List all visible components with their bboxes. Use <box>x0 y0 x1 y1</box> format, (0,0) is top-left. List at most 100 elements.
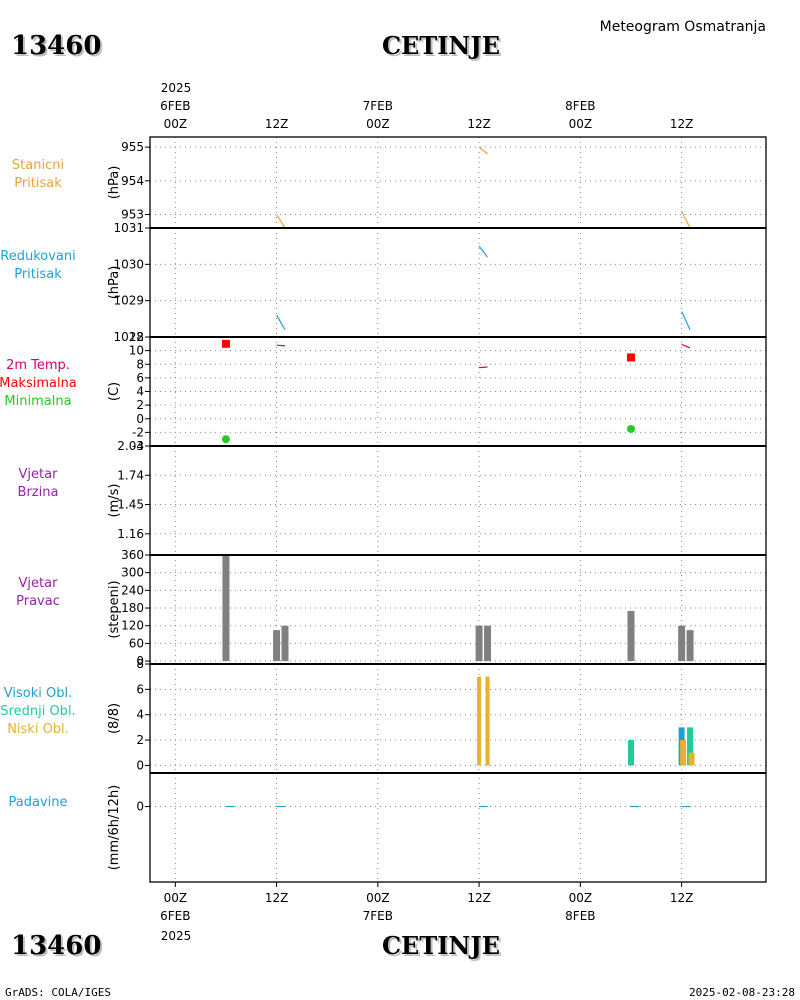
temp-min-point <box>626 424 635 433</box>
y-tick-label: 6 <box>136 682 144 696</box>
panel-vjetar_pravac: 360 300 240 180 120 60 0 Vjetar Pravac (stepeni) <box>16 548 767 668</box>
wind-direction-bar <box>484 625 492 662</box>
temp-max-point <box>221 339 230 348</box>
wind-direction-bar <box>686 630 694 662</box>
y-tick-label: 955 <box>121 140 144 154</box>
date-label-top: 6FEB <box>160 99 190 113</box>
station-name-top: CETINJE <box>382 31 500 60</box>
y-tick-label: 1031 <box>113 221 144 235</box>
wind-direction-bar <box>222 555 230 662</box>
y-tick-label: 12 <box>129 330 144 344</box>
y-tick-label: 954 <box>121 174 144 188</box>
y-tick-label: 1030 <box>113 257 144 271</box>
unit-label: (mm/6h/12h) <box>107 785 122 871</box>
series-label: Maksimalna <box>0 376 77 391</box>
unit-label: (hPa) <box>107 166 122 200</box>
y-tick-label: 1.74 <box>117 468 144 482</box>
panel-oblaci: 8 6 4 2 0 Visoki Obl. Srednji Obl. Niski Obl. (8… <box>0 657 767 774</box>
panel-frame <box>149 554 767 665</box>
data-segment <box>681 311 691 330</box>
series-label: Pravac <box>16 594 60 609</box>
time-tick-top: 12Z <box>670 117 694 131</box>
y-tick-label: 120 <box>121 619 144 633</box>
panel-vjetar_brzina: 2.03 1.74 1.45 1.16 Vjetar Brzina (m/s) <box>18 439 767 556</box>
panels-group: 00Z 6FEB 00Z 6FEB 12Z 12Z 00Z 7FEB 00Z 7FEB 12Z 12Z… <box>0 99 767 923</box>
cloud-bar-low <box>680 740 687 766</box>
time-tick-bottom: 12Z <box>670 891 694 905</box>
series-label: Redukovani <box>0 249 75 264</box>
station-id-shadow-bottom: 13460 <box>13 933 103 963</box>
y-tick-label: 1.45 <box>117 498 144 512</box>
wind-direction-bar <box>273 630 281 662</box>
y-tick-label: 0 <box>136 758 144 772</box>
time-tick-top: 12Z <box>265 117 289 131</box>
unit-label: (stepeni) <box>107 580 122 638</box>
y-tick-label: 300 <box>121 566 144 580</box>
y-tick-label: 8 <box>136 657 144 671</box>
y-tick-label: 4 <box>136 385 144 399</box>
wind-direction-bar <box>678 625 686 662</box>
unit-label: (hPa) <box>107 266 122 300</box>
station-name-shadow-top: CETINJE <box>384 33 502 62</box>
temp-min-point <box>221 435 230 444</box>
y-tick-label: 8 <box>136 357 144 371</box>
bottom-year-label: 2025 <box>161 929 192 943</box>
cloud-bar-low <box>688 752 695 766</box>
panel-frame <box>149 772 767 883</box>
y-tick-label: 1029 <box>113 294 144 308</box>
date-label-bottom: 6FEB <box>160 909 190 923</box>
time-tick-top: 00Z <box>164 117 188 131</box>
y-tick-label: 953 <box>121 208 144 222</box>
data-segment <box>276 314 286 331</box>
footer-timestamp: 2025-02-08-23:28 <box>689 986 795 999</box>
panel-frame <box>149 136 767 229</box>
unit-label: (8/8) <box>107 703 122 734</box>
series-label: Vjetar <box>19 467 59 482</box>
y-tick-label: 2 <box>136 733 144 747</box>
y-tick-label: 10 <box>129 344 144 358</box>
station-id-bottom: 13460 <box>11 931 101 961</box>
date-label-bottom: 8FEB <box>565 909 595 923</box>
panel-frame <box>149 663 767 774</box>
time-tick-top: 00Z <box>569 117 593 131</box>
time-tick-top: 12Z <box>467 117 491 131</box>
series-label: 2m Temp. <box>6 358 70 373</box>
station-id-top: 13460 <box>11 31 101 61</box>
station-name-shadow-bottom: CETINJE <box>384 933 502 962</box>
time-tick-bottom: 12Z <box>265 891 289 905</box>
panel-frame <box>149 336 767 447</box>
time-tick-top: 00Z <box>366 117 390 131</box>
time-tick-bottom: 12Z <box>467 891 491 905</box>
data-segment <box>681 343 691 349</box>
top-year-label: 2025 <box>161 81 192 95</box>
unit-label: (m/s) <box>107 484 122 518</box>
wind-direction-bar <box>281 625 289 662</box>
series-label: Niski Obl. <box>7 722 69 737</box>
series-label: Stanicni <box>12 158 64 173</box>
series-label: Pritisak <box>14 176 62 191</box>
time-tick-bottom: 00Z <box>569 891 593 905</box>
series-label: Minimalna <box>4 394 71 409</box>
panel-padavine: 0 Padavine (mm/6h/12h) <box>9 772 767 883</box>
station-name-bottom: CETINJE <box>382 931 500 960</box>
footer-credit: GrADS: COLA/IGES <box>5 986 111 999</box>
y-tick-label: 180 <box>121 601 144 615</box>
cloud-bar-low <box>477 676 482 766</box>
series-label: Padavine <box>9 795 68 810</box>
y-tick-label: 0 <box>136 654 144 668</box>
time-tick-bottom: 00Z <box>366 891 390 905</box>
data-segment <box>276 344 286 347</box>
series-label: Visoki Obl. <box>4 686 72 701</box>
station-id-shadow-top: 13460 <box>13 33 103 63</box>
y-tick-label: 60 <box>129 636 144 650</box>
y-tick-label: 2.03 <box>117 439 144 453</box>
y-tick-label: -2 <box>132 425 144 439</box>
date-label-top: 7FEB <box>363 99 393 113</box>
data-segment <box>276 214 286 229</box>
data-segment <box>479 366 488 369</box>
y-tick-label: 1.16 <box>117 527 144 541</box>
panel-redukovani: 1031 1030 1029 1028 Redukovani Pritisak (hPa) <box>0 221 767 344</box>
y-tick-label: 0 <box>136 412 144 426</box>
